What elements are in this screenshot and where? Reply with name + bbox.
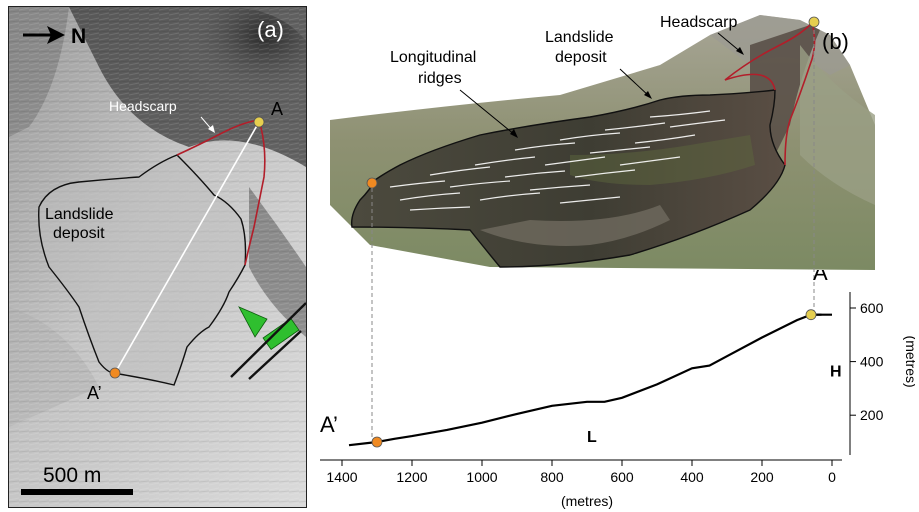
- x-axis: 1400 1200 1000 800 600 400 200 0: [320, 459, 842, 485]
- photo-point-a-marker: [808, 16, 820, 28]
- x-tick-label: 1400: [326, 469, 357, 485]
- y-tick-label: 200: [860, 407, 884, 423]
- panel-b-headscarp-label: Headscarp: [660, 14, 737, 31]
- longitudinal-ridge-lines: [389, 110, 726, 211]
- profile-point-a-prime-label: A’: [320, 412, 338, 437]
- profile-series-line: [348, 313, 822, 447]
- panel-a-deposit-label-2: deposit: [53, 225, 105, 242]
- elevation-profile-chart: 1400 1200 1000 800 600 400 200 0 200 400 600 A A’…: [310, 270, 915, 512]
- profile-point-a-prime: [371, 436, 383, 448]
- deposit-front-lobe: [480, 205, 670, 246]
- x-tick-label: 1000: [466, 469, 497, 485]
- panel-b-ridges-label-2: ridges: [418, 70, 462, 87]
- panel-b-label: (b): [822, 29, 849, 54]
- profile-point-a: [805, 309, 817, 321]
- x-tick-label: 400: [680, 469, 704, 485]
- x-tick-label: 600: [610, 469, 634, 485]
- x-tick-label: 800: [540, 469, 564, 485]
- panel-a-point-a-label: A: [271, 99, 283, 119]
- y-axis-title: (metres): [903, 336, 915, 388]
- north-arrow-icon: [23, 26, 65, 44]
- x-tick-label: 1200: [396, 469, 427, 485]
- panel-b-oblique-photo: (b) Headscarp Landslide deposit Longitud…: [330, 5, 875, 275]
- profile-point-a-label: A: [813, 270, 828, 285]
- deposit-outline: [38, 154, 247, 386]
- profile-svg: 1400 1200 1000 800 600 400 200 0 200 400 600 A A’…: [320, 270, 915, 509]
- scale-label: 500 m: [43, 464, 101, 487]
- panel-a-hillshade-map: N (a) Headscarp A A’ Landslide deposit 5…: [8, 6, 307, 508]
- y-tick-label: 400: [860, 354, 884, 370]
- x-axis-title: (metres): [561, 493, 613, 509]
- headscarp-leader-arrow-icon: [208, 125, 215, 133]
- panel-b-headscarp-leader-arrow-icon: [736, 47, 744, 55]
- panel-b-ridges-leader-arrow-icon: [510, 129, 518, 138]
- x-tick-label: 200: [750, 469, 774, 485]
- photo-deposit-outline: [350, 89, 786, 268]
- panel-b-deposit-label-1: Landslide: [545, 29, 614, 46]
- hillshade-svg: N (a) Headscarp A A’ Landslide deposit 5…: [9, 7, 306, 507]
- panel-b-deposit-leader: [619, 68, 651, 98]
- panel-b-ridges-label-1: Longitudinal: [390, 49, 476, 66]
- panel-b-deposit-leader-arrow-icon: [644, 91, 652, 99]
- north-label: N: [71, 25, 86, 48]
- scale-bar: [21, 489, 133, 495]
- y-tick-label: 600: [860, 300, 884, 316]
- x-tick-label: 0: [828, 469, 836, 485]
- panel-a-headscarp-label: Headscarp: [109, 98, 177, 114]
- point-a-marker: [253, 116, 265, 128]
- right-hillside: [800, 45, 875, 205]
- point-a-prime-marker: [109, 367, 121, 379]
- height-label: H: [830, 363, 842, 380]
- oblique-photo-svg: (b) Headscarp Landslide deposit Longitud…: [330, 14, 875, 270]
- panel-a-deposit-label-1: Landslide: [45, 206, 114, 223]
- y-axis: 200 400 600: [849, 292, 884, 455]
- panel-b-ridges-leader: [459, 89, 516, 136]
- panel-a-point-a-prime-label: A’: [87, 383, 102, 403]
- panel-b-deposit-label-2: deposit: [555, 49, 607, 66]
- camera-view-direction-icon: [230, 302, 306, 380]
- headscarp-line: [176, 119, 266, 266]
- length-label: L: [587, 429, 597, 446]
- panel-a-label: (a): [257, 17, 284, 42]
- profile-line-a-aprime: [114, 121, 260, 374]
